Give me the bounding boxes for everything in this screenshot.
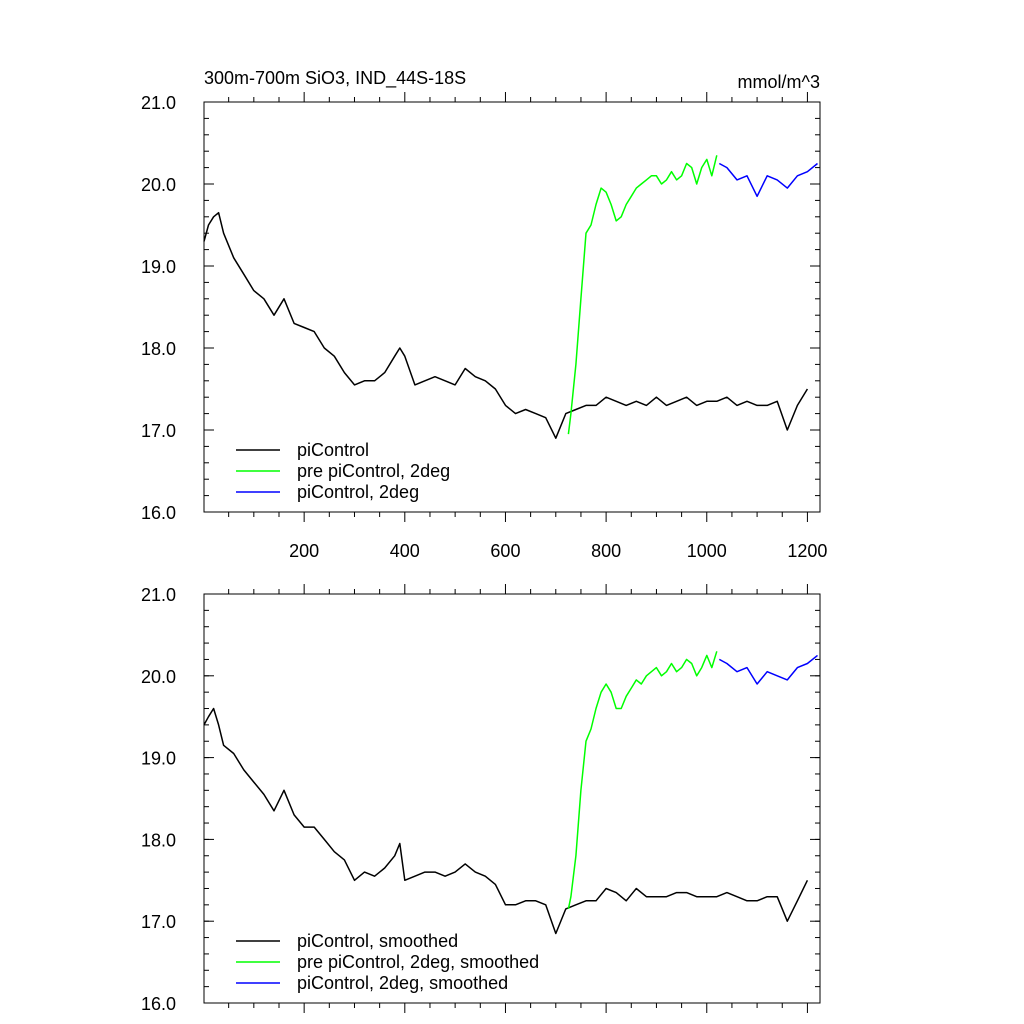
y-tick-label: 21.0: [141, 585, 176, 605]
y-tick-label: 18.0: [141, 830, 176, 850]
x-tick-label: 1200: [787, 541, 827, 561]
y-tick-label: 20.0: [141, 667, 176, 687]
y-tick-label: 17.0: [141, 912, 176, 932]
plot-frame: [203, 101, 821, 513]
series-line: [567, 651, 718, 910]
series-line: [203, 707, 809, 935]
series-line: [718, 654, 818, 685]
legend-label: piControl, smoothed: [297, 931, 458, 951]
legend-label: piControl, 2deg: [297, 482, 419, 502]
y-tick-label: 19.0: [141, 749, 176, 769]
panel-top: 16.0 17.0 18.0 19.0 20.0 21.0 200 400 600 800 1000…: [141, 92, 827, 561]
plot-frame: [203, 593, 821, 1004]
y-tick-label: 17.0: [141, 421, 176, 441]
legend-label: pre piControl, 2deg: [297, 461, 450, 481]
series-line: [718, 162, 818, 198]
y-tick-label: 18.0: [141, 339, 176, 359]
y-tick-label: 21.0: [141, 93, 176, 113]
legend-label: piControl: [297, 440, 369, 460]
x-tick-label: 600: [490, 541, 520, 561]
chart-title: 300m-700m SiO3, IND_44S-18S: [204, 68, 466, 89]
x-tick-label: 200: [289, 541, 319, 561]
legend-label: pre piControl, 2deg, smoothed: [297, 952, 539, 972]
y-tick-label: 20.0: [141, 175, 176, 195]
x-tick-label: 1000: [687, 541, 727, 561]
panel-bottom: 16.0 17.0 18.0 19.0 20.0 21.0 piControl, smoot…: [141, 584, 821, 1014]
y-tick-label: 16.0: [141, 503, 176, 523]
series-line: [203, 211, 809, 439]
y-tick-label: 16.0: [141, 994, 176, 1014]
x-tick-label: 800: [591, 541, 621, 561]
legend-label: piControl, 2deg, smoothed: [297, 973, 508, 993]
units-label: mmol/m^3: [738, 72, 820, 92]
x-tick-label: 400: [390, 541, 420, 561]
y-tick-label: 19.0: [141, 257, 176, 277]
series-line: [567, 155, 718, 435]
